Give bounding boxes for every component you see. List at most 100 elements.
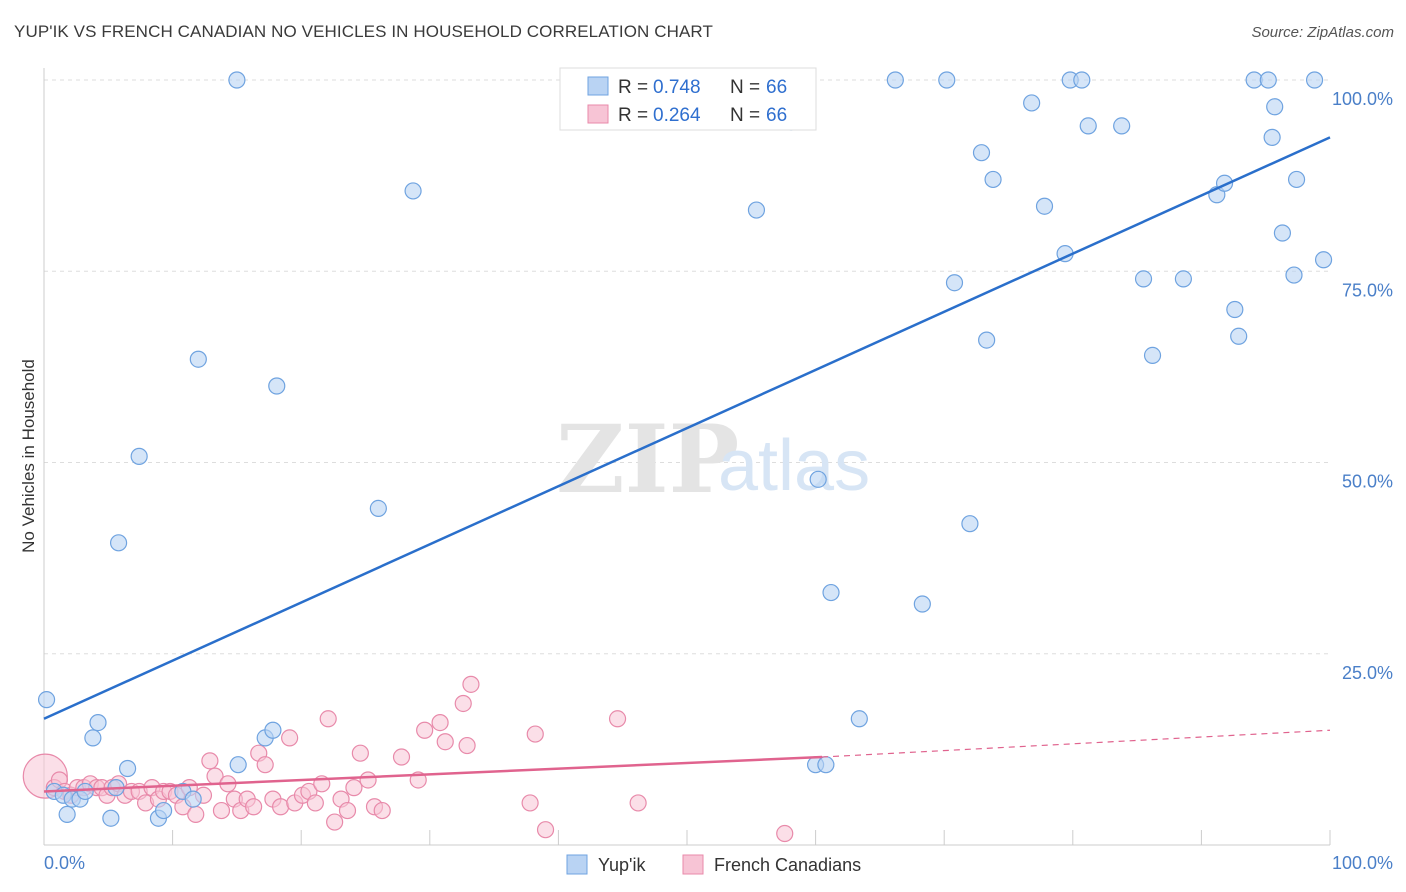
french-canadians-point — [281, 729, 299, 747]
french-canadians-point — [359, 771, 377, 789]
yupik-point — [189, 350, 207, 368]
french-canadians-point — [458, 736, 476, 755]
french-canadians-point — [776, 824, 794, 843]
yupik-point — [369, 499, 387, 517]
yupik-point — [184, 790, 202, 808]
source-credit: Source: ZipAtlas.com — [1251, 24, 1394, 41]
tick-labels: 25.0% 50.0% 75.0% 100.0% 0.0% 100.0% — [44, 89, 1393, 873]
watermark-zip: ZIP — [556, 405, 739, 515]
french-canadians-point — [256, 756, 274, 774]
french-canadians-point — [326, 813, 344, 831]
french-canadians-point — [526, 725, 544, 743]
yupik-point — [109, 534, 128, 552]
yupik-point — [154, 801, 173, 820]
bottom-legend-yupik: Yup'ik — [598, 855, 646, 875]
yupik-point — [809, 470, 827, 488]
yupik-point — [1023, 94, 1041, 112]
french-canadians-point — [345, 779, 363, 797]
yupik-trend-line — [43, 136, 1331, 720]
french-canadians-point — [454, 694, 472, 713]
french-canadians-point — [629, 794, 647, 812]
french-canadians-point — [245, 798, 263, 816]
yupik-point — [268, 377, 286, 395]
yupik-point — [1073, 71, 1091, 89]
legend-r-value: 0.264 — [653, 105, 701, 126]
chart-title: YUP'IK VS FRENCH CANADIAN NO VEHICLES IN… — [14, 22, 713, 41]
french-canadians-point — [187, 805, 205, 824]
yupik-point — [404, 182, 422, 200]
yupik-point — [229, 756, 247, 774]
yupik-point — [102, 809, 120, 827]
yupik-point — [1226, 300, 1244, 319]
french-canadians-point — [462, 675, 480, 693]
yupik-point — [228, 71, 246, 89]
bottom-legend-french-canadians: French Canadians — [714, 855, 861, 875]
series-legend: Yup'ik French Canadians — [566, 854, 861, 875]
french-canadians-point — [319, 710, 337, 728]
legend-n-label: N = — [730, 77, 760, 98]
axes — [43, 68, 1331, 846]
yupik-point — [264, 721, 282, 739]
bottom-legend-swatch-french-canadians — [682, 854, 704, 875]
yupik-point — [945, 274, 964, 292]
yupik-point — [1287, 170, 1306, 189]
yupik-point — [1035, 197, 1054, 215]
yupik-point — [1259, 71, 1277, 89]
french-canadians-trend-line — [43, 755, 823, 793]
french-canadians-point — [416, 721, 434, 739]
bottom-legend-swatch-yupik — [566, 854, 588, 875]
yupik-point — [1273, 224, 1292, 242]
yupik-point — [84, 729, 102, 747]
french-canadians-point — [306, 794, 324, 812]
yupik-point — [747, 201, 766, 219]
yupik-point — [1266, 98, 1284, 116]
yupik-point — [961, 515, 979, 533]
yupik-point — [1314, 251, 1333, 269]
yupik-point — [978, 331, 996, 349]
yupik-point — [850, 710, 868, 728]
french-canadians-point — [351, 744, 369, 762]
yupik-point — [984, 170, 1002, 189]
grid-lines — [44, 79, 1330, 655]
yupik-point — [938, 71, 956, 89]
trend-lines — [43, 136, 1331, 793]
french-canadians-point — [536, 821, 555, 839]
legend-swatch-french-canadians — [587, 104, 609, 124]
yupik-point — [118, 759, 137, 778]
y-tick-label: 100.0% — [1332, 89, 1393, 109]
yupik-point — [1230, 327, 1248, 345]
french-canadians-point — [608, 710, 627, 728]
french-canadians-point — [392, 748, 411, 766]
yupik-point — [1079, 117, 1097, 135]
yupik-point — [1143, 346, 1162, 364]
legend-r-label: R = — [618, 77, 648, 98]
yupik-point — [822, 583, 840, 602]
correlation-legend: R = 0.748 N = 66 R = 0.264 N = 66 — [559, 67, 817, 131]
french-canadians-point — [272, 798, 290, 816]
french-canadians-point — [338, 801, 357, 820]
legend-n-value: 66 — [766, 77, 787, 98]
yupik-point — [89, 713, 107, 732]
legend-n-label: N = — [730, 105, 760, 126]
yupik-point — [1113, 117, 1131, 135]
french-canadians-point — [201, 752, 219, 770]
french-canadians-point — [212, 801, 231, 820]
yupik-point — [1285, 266, 1303, 284]
yupik-point — [972, 144, 991, 162]
yupik-point — [1174, 270, 1192, 288]
yupik-point — [913, 595, 931, 613]
y-axis-label: No Vehicles in Household — [19, 359, 38, 553]
legend-swatch-yupik — [587, 76, 609, 96]
french-canadians-point — [436, 733, 454, 751]
y-tick-label: 25.0% — [1342, 663, 1393, 683]
yupik-point — [37, 691, 56, 709]
watermark-atlas: atlas — [718, 426, 870, 506]
y-tick-label: 50.0% — [1342, 472, 1393, 492]
french-canadians-point — [373, 801, 391, 820]
french-canadians-trend-extension — [821, 729, 1331, 758]
yupik-point — [1305, 71, 1324, 89]
yupik-point — [58, 805, 76, 824]
yupik-point — [886, 71, 904, 89]
legend-r-value: 0.748 — [653, 77, 701, 98]
